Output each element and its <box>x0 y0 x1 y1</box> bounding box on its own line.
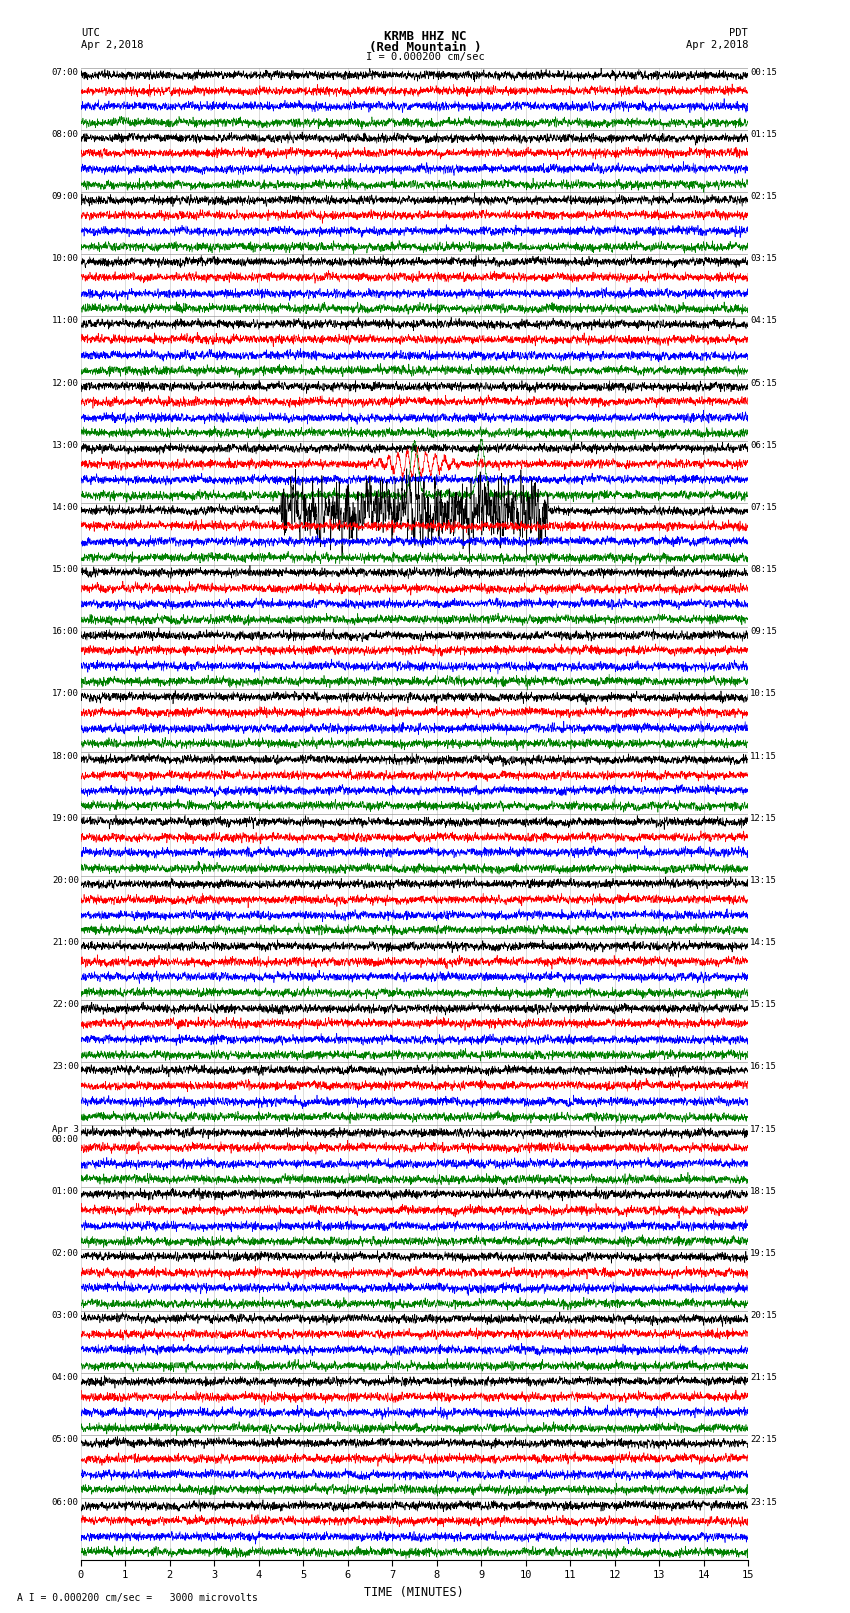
Text: 15:15: 15:15 <box>750 1000 777 1010</box>
Text: 02:00: 02:00 <box>52 1248 79 1258</box>
Text: 23:00: 23:00 <box>52 1063 79 1071</box>
Text: KRMB HHZ NC: KRMB HHZ NC <box>383 31 467 44</box>
Text: 13:15: 13:15 <box>750 876 777 886</box>
Text: 18:15: 18:15 <box>750 1187 777 1195</box>
Text: 14:15: 14:15 <box>750 939 777 947</box>
Text: 10:15: 10:15 <box>750 689 777 698</box>
Text: 12:00: 12:00 <box>52 379 79 387</box>
Text: 03:15: 03:15 <box>750 255 777 263</box>
Text: 15:00: 15:00 <box>52 565 79 574</box>
Text: 11:15: 11:15 <box>750 752 777 761</box>
Text: I = 0.000200 cm/sec: I = 0.000200 cm/sec <box>366 52 484 63</box>
Text: 08:00: 08:00 <box>52 131 79 139</box>
Text: 22:00: 22:00 <box>52 1000 79 1010</box>
Text: 18:00: 18:00 <box>52 752 79 761</box>
Text: (Red Mountain ): (Red Mountain ) <box>369 40 481 55</box>
Text: 07:00: 07:00 <box>52 68 79 77</box>
Text: Apr 2,2018: Apr 2,2018 <box>81 39 144 50</box>
Text: 16:15: 16:15 <box>750 1063 777 1071</box>
Text: 09:15: 09:15 <box>750 627 777 636</box>
Text: 10:00: 10:00 <box>52 255 79 263</box>
Text: A I = 0.000200 cm/sec =   3000 microvolts: A I = 0.000200 cm/sec = 3000 microvolts <box>17 1594 258 1603</box>
Text: 20:15: 20:15 <box>750 1311 777 1319</box>
Text: 04:00: 04:00 <box>52 1373 79 1382</box>
X-axis label: TIME (MINUTES): TIME (MINUTES) <box>365 1586 464 1598</box>
Text: 21:00: 21:00 <box>52 939 79 947</box>
Text: 03:00: 03:00 <box>52 1311 79 1319</box>
Text: 07:15: 07:15 <box>750 503 777 511</box>
Text: 21:15: 21:15 <box>750 1373 777 1382</box>
Text: 06:15: 06:15 <box>750 440 777 450</box>
Text: Apr 2,2018: Apr 2,2018 <box>685 39 748 50</box>
Text: 16:00: 16:00 <box>52 627 79 636</box>
Text: 11:00: 11:00 <box>52 316 79 326</box>
Text: UTC: UTC <box>81 29 99 39</box>
Text: 19:15: 19:15 <box>750 1248 777 1258</box>
Text: PDT: PDT <box>729 29 748 39</box>
Text: 14:00: 14:00 <box>52 503 79 511</box>
Text: 05:15: 05:15 <box>750 379 777 387</box>
Text: 01:00: 01:00 <box>52 1187 79 1195</box>
Text: 00:15: 00:15 <box>750 68 777 77</box>
Text: 23:15: 23:15 <box>750 1497 777 1507</box>
Text: 17:15: 17:15 <box>750 1124 777 1134</box>
Text: 05:00: 05:00 <box>52 1436 79 1444</box>
Text: 04:15: 04:15 <box>750 316 777 326</box>
Text: 13:00: 13:00 <box>52 440 79 450</box>
Text: 08:15: 08:15 <box>750 565 777 574</box>
Text: 02:15: 02:15 <box>750 192 777 202</box>
Text: 22:15: 22:15 <box>750 1436 777 1444</box>
Text: 06:00: 06:00 <box>52 1497 79 1507</box>
Text: 20:00: 20:00 <box>52 876 79 886</box>
Text: 19:00: 19:00 <box>52 815 79 823</box>
Text: 09:00: 09:00 <box>52 192 79 202</box>
Text: 17:00: 17:00 <box>52 689 79 698</box>
Text: Apr 3
00:00: Apr 3 00:00 <box>52 1124 79 1144</box>
Text: 01:15: 01:15 <box>750 131 777 139</box>
Text: 12:15: 12:15 <box>750 815 777 823</box>
